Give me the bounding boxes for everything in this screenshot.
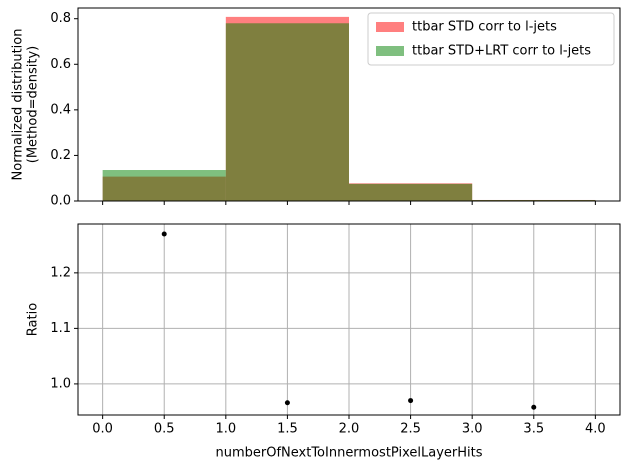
y-tick-label: 1.1 xyxy=(50,321,71,336)
x-tick-label: 0.0 xyxy=(92,422,113,437)
histogram-bar xyxy=(349,183,473,201)
y-tick-label: 0.8 xyxy=(50,11,71,26)
legend-label: ttbar STD+LRT corr to l-jets xyxy=(412,44,591,59)
scatter-point xyxy=(284,400,290,406)
scatter-point xyxy=(531,404,537,410)
x-tick-label: 4.0 xyxy=(585,422,606,437)
x-tick-label: 3.5 xyxy=(523,422,544,437)
x-tick-label: 2.0 xyxy=(339,422,360,437)
y-tick-label: 0.6 xyxy=(50,57,71,72)
legend: ttbar STD corr to l-jets ttbar STD+LRT co… xyxy=(367,12,615,66)
y-tick-label: 0.0 xyxy=(50,194,71,209)
axes-frame xyxy=(77,223,621,416)
legend-swatch xyxy=(376,22,404,32)
scatter-point xyxy=(161,231,167,237)
y-tick-label: 0.2 xyxy=(50,148,71,163)
y-tick-label: 1.2 xyxy=(50,265,71,280)
y-tick-label: 1.0 xyxy=(50,376,71,391)
legend-frame xyxy=(367,12,615,66)
y-tick-label: 0.4 xyxy=(50,102,71,117)
y-axis-label: (Method=density) xyxy=(26,46,41,163)
histogram-bar xyxy=(225,23,349,201)
x-tick-label: 0.5 xyxy=(154,422,175,437)
axes-frame xyxy=(77,7,621,202)
x-tick-label: 1.0 xyxy=(215,422,236,437)
legend-swatch xyxy=(376,46,404,56)
x-tick-label: 3.0 xyxy=(462,422,483,437)
y-axis-label: Ratio xyxy=(26,303,41,336)
x-tick-label: 2.5 xyxy=(400,422,421,437)
x-tick-label: 1.5 xyxy=(277,422,298,437)
legend-label: ttbar STD corr to l-jets xyxy=(412,20,557,35)
y-axis-label: Normalized distribution xyxy=(11,29,26,181)
histogram-bar xyxy=(102,170,226,201)
x-axis-label: numberOfNextToInnermostPixelLayerHits xyxy=(215,446,482,461)
scatter-point xyxy=(408,398,414,404)
